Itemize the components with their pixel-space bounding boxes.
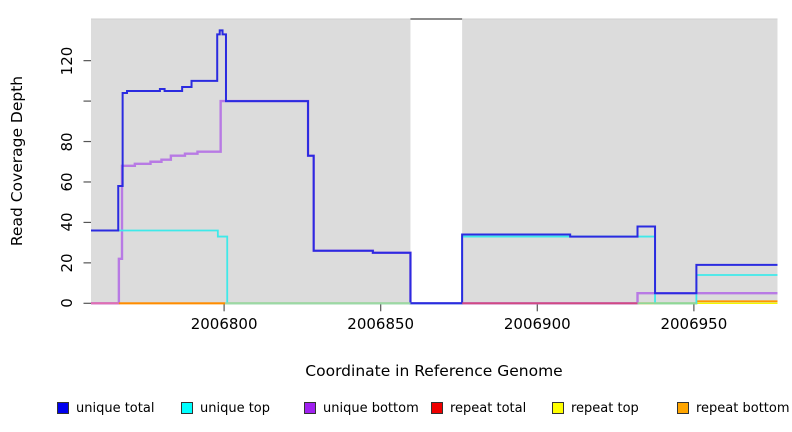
legend-item-repeat-total: repeat total: [431, 400, 526, 416]
x-tick-label: 2006950: [660, 315, 728, 333]
x-axis-title: Coordinate in Reference Genome: [305, 362, 563, 380]
legend-label: unique top: [200, 400, 271, 416]
y-tick-label: 20: [58, 253, 76, 273]
y-tick-label: 0: [58, 298, 76, 309]
legend-item-repeat-top: repeat top: [552, 400, 639, 416]
x-tick-label: 2006900: [503, 315, 571, 333]
legend-swatch-icon: [431, 402, 443, 414]
legend-item-unique-total: unique total: [57, 400, 154, 416]
legend-swatch-icon: [304, 402, 316, 414]
y-tick-label: 60: [58, 172, 76, 192]
y-tick-label: 80: [58, 131, 76, 152]
x-tick-label: 2006800: [190, 315, 258, 333]
legend-swatch-icon: [57, 402, 69, 414]
legend-item-unique-top: unique top: [181, 400, 270, 416]
y-axis-title: Read Coverage Depth: [8, 75, 26, 247]
legend-item-repeat-bottom: repeat bottom: [677, 400, 790, 416]
masked-region: [410, 19, 463, 304]
legend-label: unique total: [76, 400, 155, 416]
y-tick-label: 120: [58, 46, 76, 75]
legend-label: repeat bottom: [696, 400, 790, 416]
x-tick-label: 2006850: [347, 315, 415, 333]
legend-label: repeat total: [450, 400, 527, 416]
legend-item-unique-bottom: unique bottom: [304, 400, 419, 416]
legend-label: unique bottom: [323, 400, 419, 416]
series-line-unique-total: [91, 29, 778, 305]
legend-label: repeat top: [571, 400, 639, 416]
legend-swatch-icon: [552, 402, 564, 414]
y-tick-label: 40: [58, 212, 76, 232]
legend-swatch-icon: [677, 402, 689, 414]
legend-swatch-icon: [181, 402, 193, 414]
